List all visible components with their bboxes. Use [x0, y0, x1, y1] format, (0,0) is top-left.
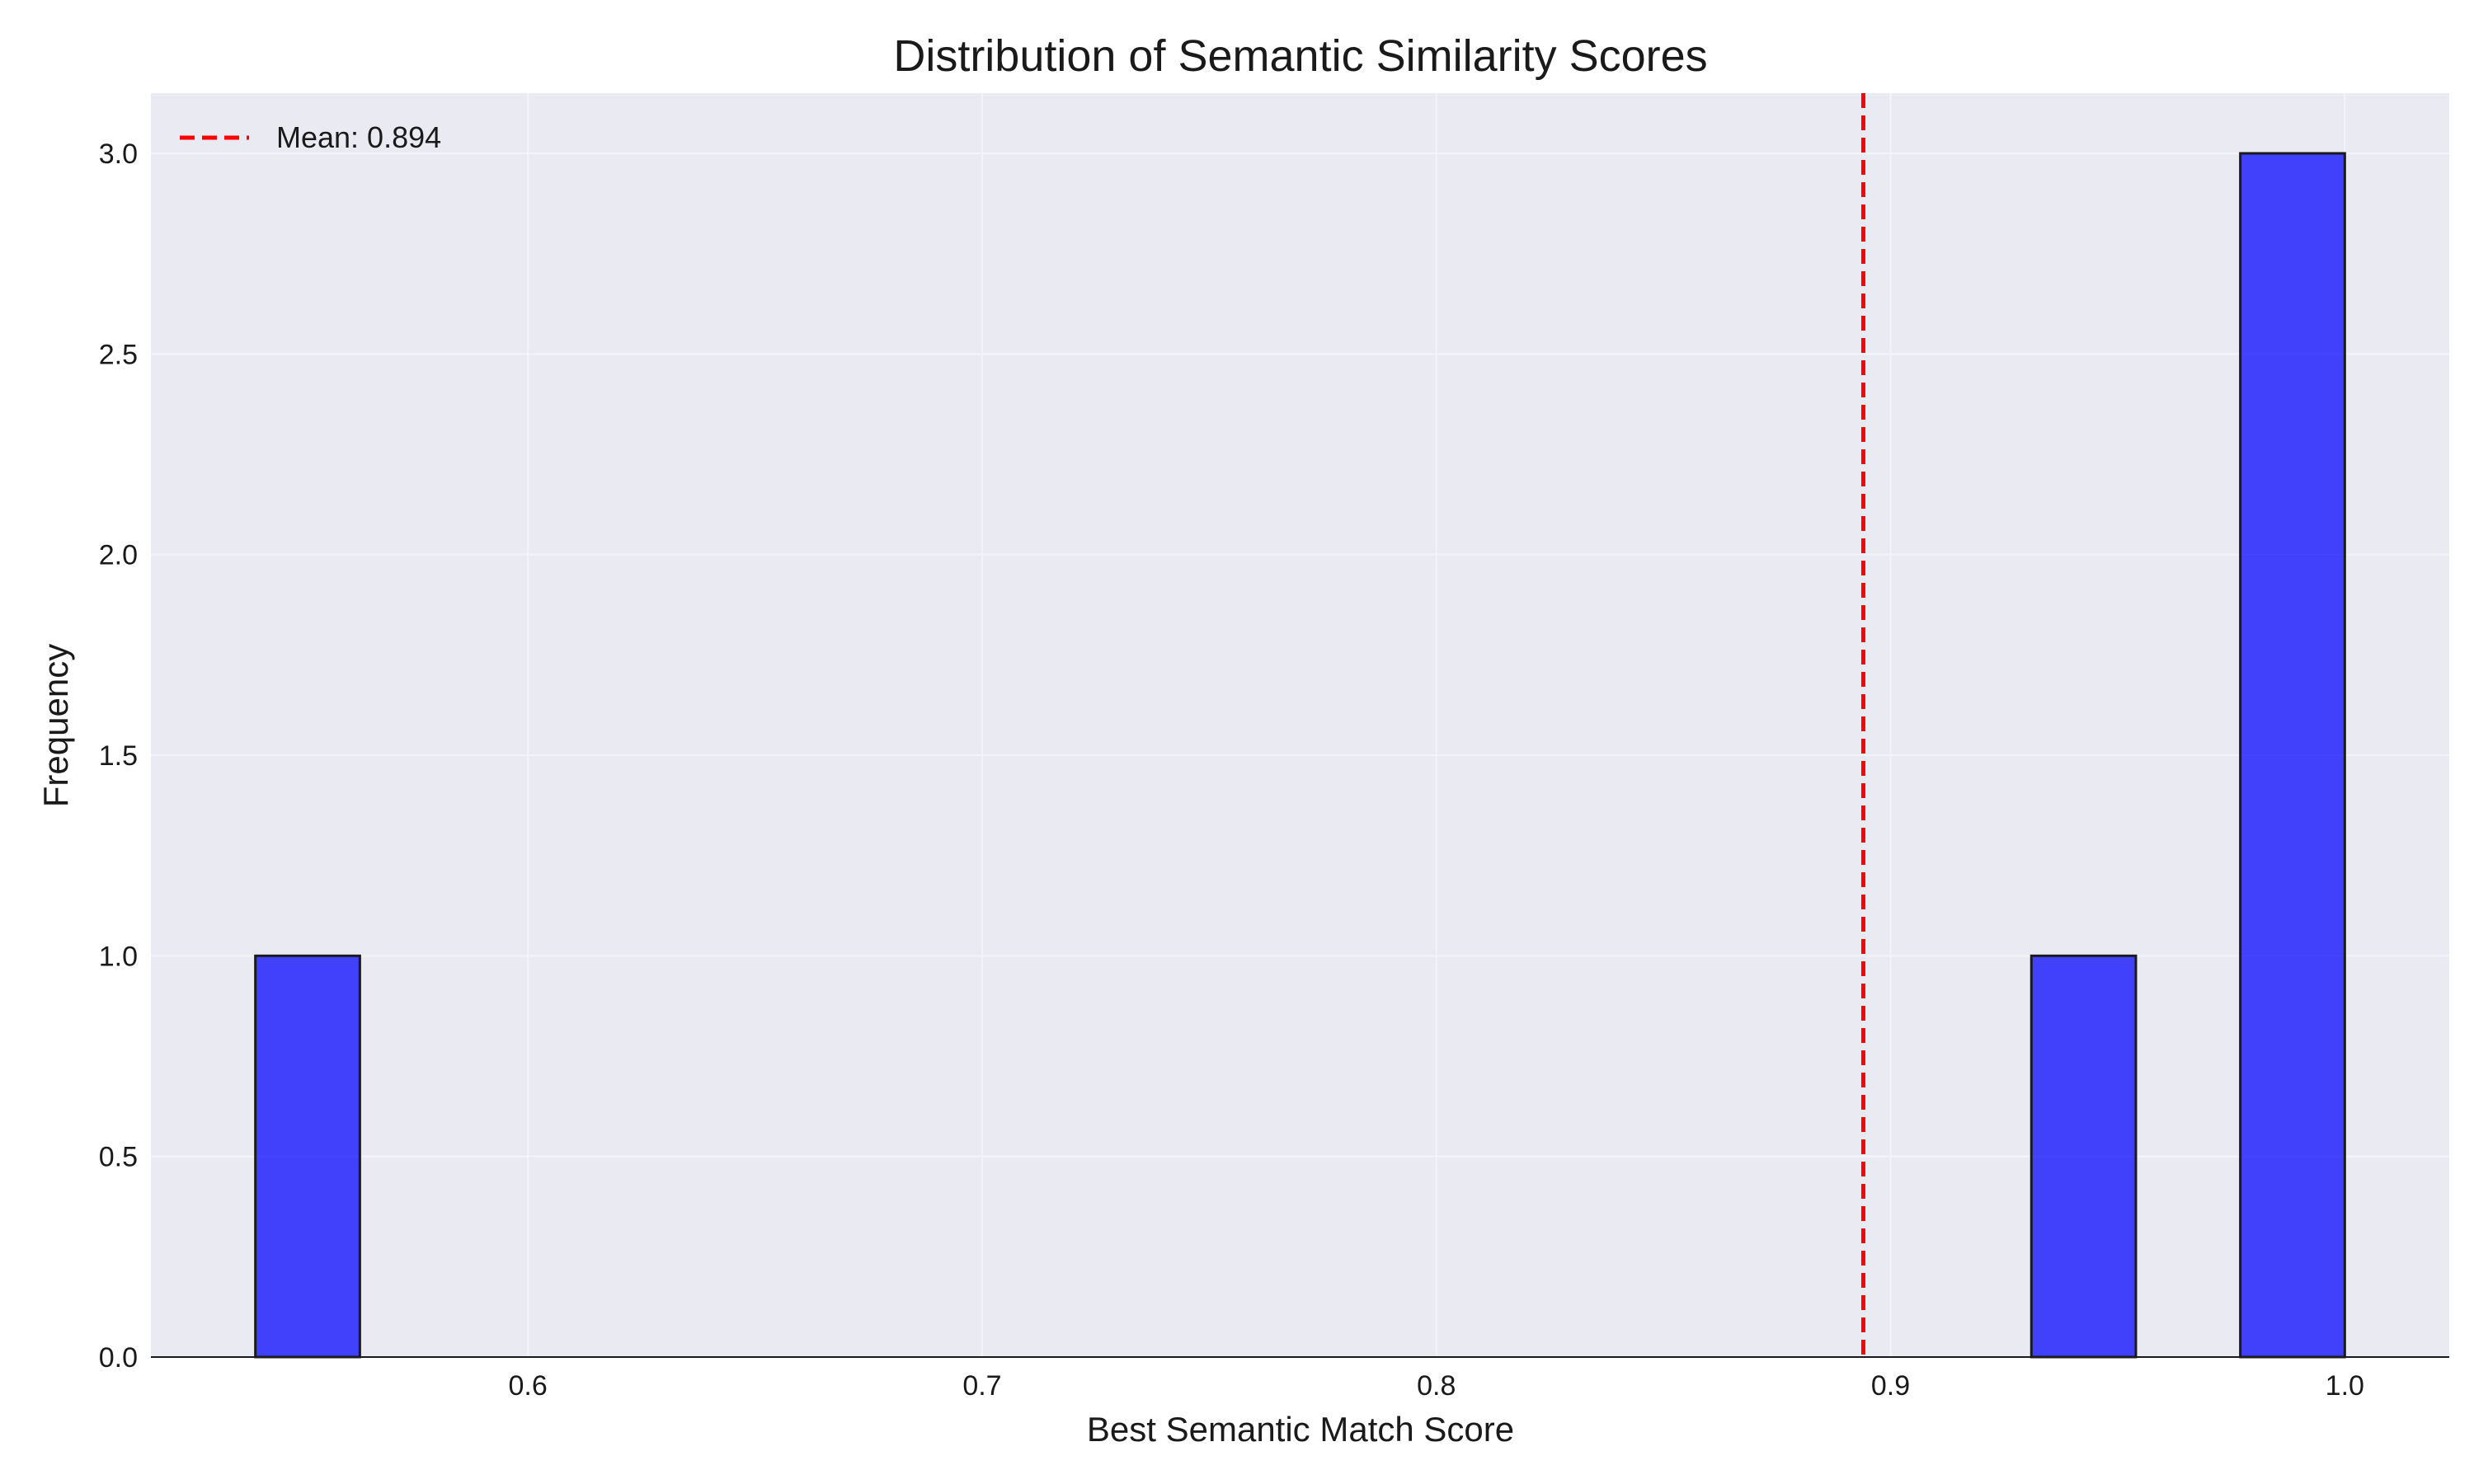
y-tick-label: 1.5 [99, 740, 138, 772]
y-tick-label: 0.5 [99, 1142, 138, 1173]
chart-title: Distribution of Semantic Similarity Scor… [893, 31, 1707, 81]
y-tick-labels: 0.0 0.5 1.0 1.5 2.0 2.5 3.0 [99, 139, 138, 1374]
histogram-bar [2239, 152, 2346, 1359]
histogram-bars [254, 152, 2346, 1359]
y-tick-label: 0.0 [99, 1342, 138, 1374]
y-tick-label: 1.0 [99, 941, 138, 972]
x-tick-label: 0.8 [1417, 1370, 1456, 1402]
histogram-bar [2030, 954, 2138, 1359]
y-tick-label: 3.0 [99, 139, 138, 170]
x-tick-labels: 0.6 0.7 0.8 0.9 1.0 [509, 1370, 2364, 1402]
x-axis-label: Best Semantic Match Score [1087, 1410, 1514, 1449]
x-tick-label: 0.7 [962, 1370, 1001, 1402]
y-axis-label: Frequency [36, 644, 75, 807]
histogram-bar [254, 954, 361, 1359]
legend-mean-label: Mean: 0.894 [276, 120, 441, 154]
legend: Mean: 0.894 [180, 120, 441, 154]
x-tick-label: 0.9 [1871, 1370, 1910, 1402]
y-tick-label: 2.5 [99, 339, 138, 370]
x-tick-label: 1.0 [2326, 1370, 2364, 1402]
y-tick-label: 2.0 [99, 540, 138, 571]
x-tick-label: 0.6 [509, 1370, 548, 1402]
